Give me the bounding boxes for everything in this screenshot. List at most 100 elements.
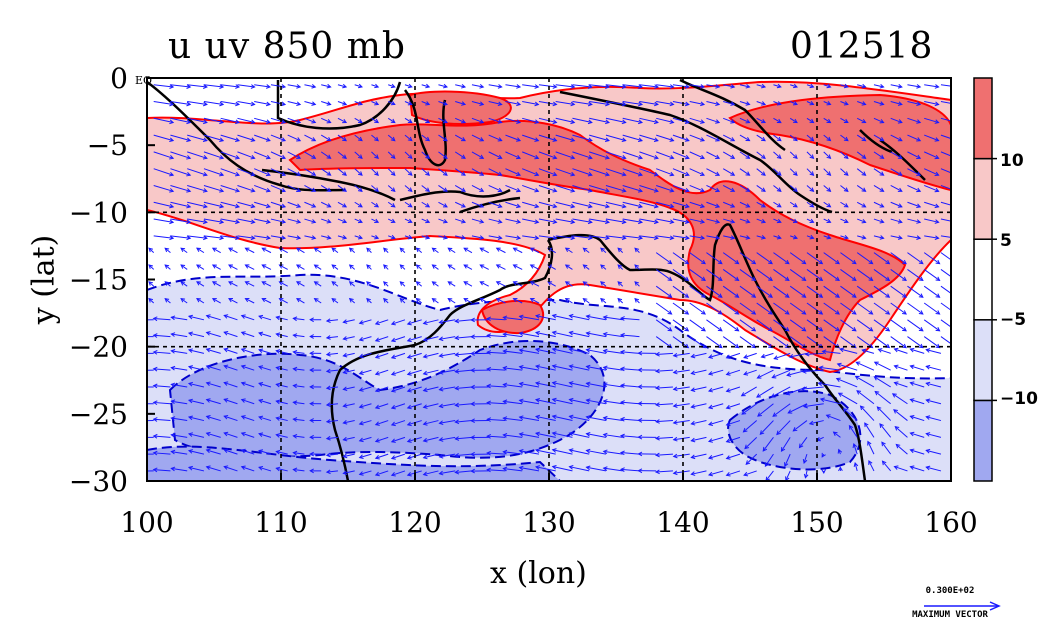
wind-vector-head — [275, 466, 281, 472]
wind-vector-head — [366, 297, 371, 303]
wind-vector — [148, 247, 155, 253]
wind-vector — [439, 319, 456, 324]
wind-vector-head — [864, 422, 869, 428]
wind-vector-head — [358, 437, 364, 443]
wind-vector — [287, 185, 301, 192]
wind-vector-head — [605, 235, 611, 241]
wind-vector-head — [366, 281, 371, 286]
wind-vector — [180, 247, 188, 254]
wind-vector-head — [292, 350, 298, 355]
wind-vector-head — [357, 218, 363, 224]
wind-vector-head — [745, 136, 751, 142]
wind-vector-head — [313, 264, 319, 269]
wind-vector — [258, 416, 272, 422]
wind-vector-head — [756, 374, 762, 379]
wind-vector — [276, 350, 288, 354]
y-tick-label: −10 — [69, 196, 128, 229]
wind-vector — [304, 168, 316, 176]
graticule — [147, 78, 951, 481]
wind-vector — [439, 403, 456, 407]
wind-vector — [806, 285, 823, 298]
wind-vector-head — [258, 398, 264, 404]
wind-vector — [689, 285, 706, 298]
wind-vector — [153, 201, 174, 208]
wind-vector — [535, 382, 556, 388]
wind-vector — [804, 470, 808, 478]
wind-vector — [890, 151, 903, 159]
wind-vector-head — [250, 171, 256, 177]
wind-vector-head — [164, 297, 170, 303]
wind-vector-head — [819, 397, 825, 403]
wind-vector — [455, 403, 472, 406]
wind-vector — [907, 269, 924, 281]
wind-vector-head — [605, 219, 610, 225]
wind-vector — [455, 84, 466, 88]
wind-vector-head — [281, 154, 287, 160]
wind-vector-head — [952, 344, 956, 348]
wind-vector — [840, 185, 849, 192]
wind-vector-head — [700, 137, 706, 142]
wind-vector — [655, 436, 673, 439]
wind-vector-head — [585, 347, 591, 353]
wind-vector — [639, 218, 659, 223]
wind-vector — [547, 298, 556, 304]
wind-vector-head — [619, 349, 625, 355]
wind-vector — [522, 235, 539, 239]
wind-vector-head — [653, 219, 659, 225]
wind-vector — [331, 264, 339, 270]
wind-vector — [188, 416, 205, 422]
wind-vector — [331, 298, 339, 304]
wind-vector-head — [861, 83, 867, 89]
wind-vector — [439, 470, 456, 475]
wind-vector-head — [406, 371, 412, 376]
wind-vector — [463, 247, 473, 254]
wind-vector-head — [374, 421, 380, 426]
wind-vector — [170, 101, 191, 105]
wind-vector — [375, 470, 389, 476]
wind-vector — [771, 386, 791, 398]
wind-vector-head — [486, 316, 492, 322]
wind-vector-head — [654, 351, 660, 357]
wind-vector-head — [240, 347, 246, 353]
wind-vector — [890, 302, 907, 315]
wind-vector-head — [637, 367, 643, 373]
wind-vector — [806, 319, 823, 332]
wind-vector — [530, 281, 540, 287]
wind-vector-head — [422, 404, 428, 409]
wind-vector — [224, 432, 238, 438]
wind-vector — [860, 405, 875, 421]
wind-vector — [722, 168, 735, 176]
wind-vector — [555, 235, 575, 239]
wind-vector-head — [909, 414, 915, 420]
wind-vector — [806, 117, 814, 123]
wind-vector-head — [516, 171, 522, 177]
wind-vector — [840, 235, 849, 239]
wind-vector-head — [925, 432, 931, 437]
wind-vector — [739, 218, 750, 223]
wind-vector — [391, 352, 406, 359]
wind-vector-head — [296, 203, 302, 208]
wind-vector — [907, 117, 921, 124]
wind-vector — [488, 84, 502, 88]
wind-vector-head — [893, 409, 898, 414]
wind-vector — [421, 151, 430, 159]
wind-vector — [856, 252, 873, 265]
x-axis: 100 110 120 130 140 150 160 — [120, 473, 978, 539]
wind-vector — [910, 348, 925, 354]
wind-vector — [673, 470, 690, 474]
wind-vector-head — [808, 420, 814, 426]
wind-vector-head — [881, 441, 886, 447]
wind-vector — [745, 453, 758, 465]
wind-vector — [572, 84, 592, 88]
wind-vector — [589, 101, 610, 105]
wind-vector-head — [809, 101, 815, 106]
wind-vector — [321, 235, 331, 239]
wind-vector-head — [313, 298, 319, 303]
wind-vector-head — [422, 421, 428, 426]
wind-vector — [706, 319, 723, 332]
wind-vector-head — [684, 101, 690, 107]
wind-vector — [439, 453, 456, 458]
wind-vector-head — [604, 203, 610, 209]
wind-vector-head — [211, 247, 217, 252]
wind-vector — [881, 441, 892, 455]
